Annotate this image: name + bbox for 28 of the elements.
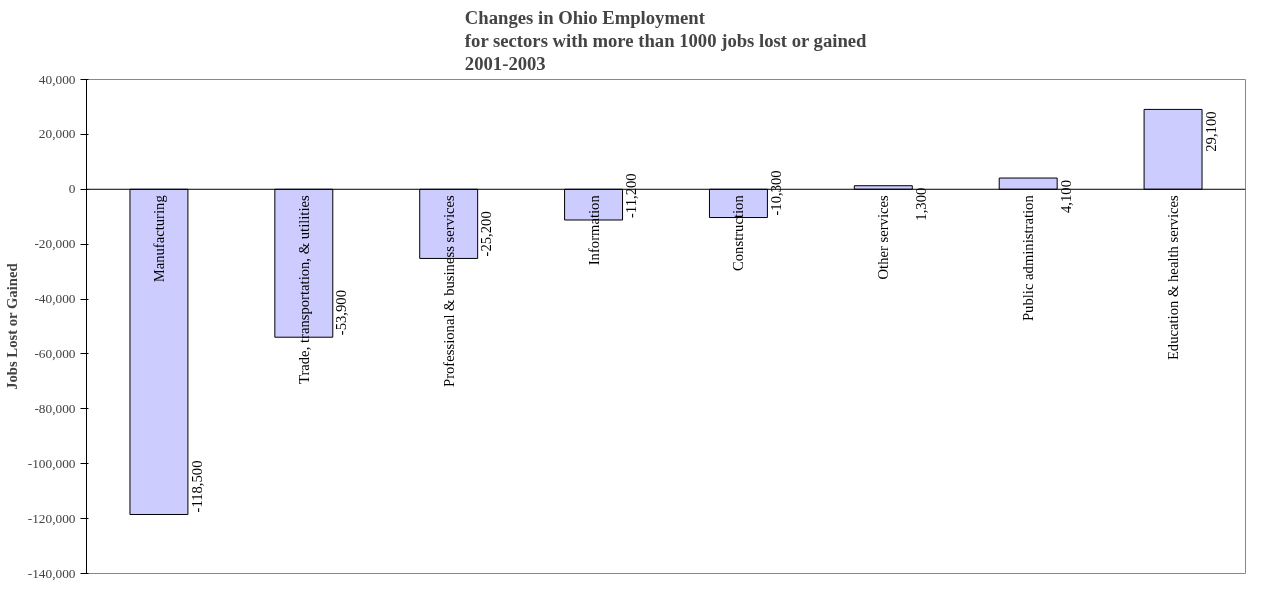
x-tick-label: Education & health services: [1165, 194, 1182, 361]
data-label: -10,300: [768, 170, 785, 216]
y-tick-label: 0: [68, 181, 76, 197]
x-tick-label: Other services: [875, 194, 892, 280]
y-tick-label: -140,000: [27, 565, 76, 581]
data-label: -11,200: [623, 173, 640, 219]
y-tick-label: -40,000: [34, 291, 76, 307]
data-label: 4,100: [1057, 180, 1074, 213]
y-tick-label: 40,000: [38, 71, 76, 87]
x-tick-label: Information: [585, 194, 602, 266]
data-label: -118,500: [188, 460, 205, 513]
x-tick-label: Public administration: [1020, 194, 1037, 322]
data-label: 1,300: [912, 187, 929, 221]
data-label: -53,900: [333, 290, 350, 336]
chart-title: Changes in Ohio Employment for sectors with more than 1000 jobs lost or gained 2001-2003: [464, 7, 868, 75]
data-label: -25,200: [478, 211, 495, 257]
x-tick-label: Trade, transportation, & utilities: [295, 194, 312, 385]
data-label: 29,100: [1202, 111, 1219, 152]
x-tick-label: Construction: [730, 194, 747, 271]
x-tick-label: Professional & business services: [440, 194, 457, 387]
y-tick-label: -60,000: [34, 345, 76, 361]
y-axis-title: Jobs Lost or Gained: [3, 263, 20, 390]
y-tick-label: -120,000: [27, 510, 76, 526]
y-tick-label: -100,000: [27, 455, 76, 471]
y-tick-label: 20,000: [38, 126, 76, 142]
x-tick-label: Manufacturing: [150, 194, 167, 283]
y-tick-label: -80,000: [34, 400, 76, 416]
y-tick-label: -20,000: [34, 236, 76, 252]
